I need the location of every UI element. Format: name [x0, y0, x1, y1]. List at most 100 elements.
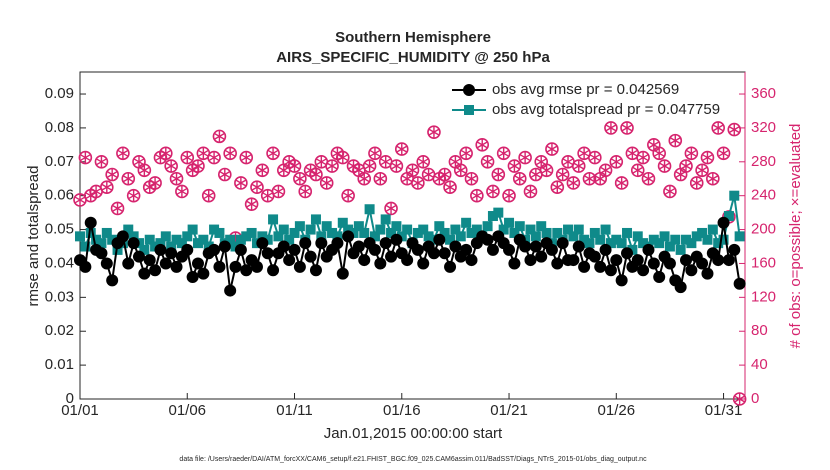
spread-point [487, 211, 498, 222]
spread-point [310, 214, 321, 225]
rmse-point [647, 257, 660, 270]
y2-tick-label: 160 [751, 254, 776, 271]
spread-point [664, 241, 675, 252]
rmse-point [631, 254, 644, 267]
spread-point [203, 241, 214, 252]
evaluated-point [461, 147, 472, 159]
rmse-point [358, 254, 371, 267]
evaluated-point [139, 164, 150, 176]
possible-point [582, 171, 597, 186]
possible-point [588, 150, 602, 165]
y2-tick-label: 320 [751, 119, 776, 136]
evaluated-point [262, 190, 273, 202]
possible-point [394, 142, 409, 156]
possible-point [250, 180, 264, 195]
spread-point [262, 234, 273, 245]
spread-point [332, 231, 343, 242]
spread-point [729, 190, 740, 201]
possible-point [496, 146, 511, 161]
rmse-point [401, 254, 414, 267]
spread-point [343, 224, 354, 235]
rmse-point [256, 237, 269, 250]
rmse-point [149, 264, 162, 277]
spread-point [364, 204, 375, 215]
spread-point [241, 231, 252, 242]
spread-point [439, 227, 450, 238]
spread-point [573, 224, 584, 235]
spread-point [337, 217, 348, 228]
evaluated-point [680, 160, 692, 172]
spread-point [579, 234, 590, 245]
y-tick-label: 0.09 [45, 85, 74, 102]
possible-point [427, 125, 441, 139]
spread-point [691, 231, 702, 242]
rmse-point [390, 233, 403, 246]
possible-point [620, 121, 634, 135]
possible-point [411, 176, 425, 190]
evaluated-point [632, 164, 643, 176]
spread-point [536, 221, 547, 232]
evaluated-point [257, 164, 268, 176]
x-tick-label: 01/01 [61, 402, 99, 419]
possible-point [652, 146, 666, 161]
rmse-point [261, 247, 274, 260]
rmse-point [186, 271, 199, 284]
spread-point [214, 227, 225, 238]
rmse-point [374, 257, 387, 270]
spread-point [128, 231, 139, 242]
legend-label: obs avg rmse pr = 0.042569 [492, 81, 679, 98]
possible-point [287, 159, 302, 173]
spread-point [455, 231, 466, 242]
evaluated-point [514, 173, 525, 185]
evaluated-point [654, 147, 665, 159]
evaluated-point [493, 169, 504, 181]
footnote: data file: /Users/raeder/DAI/ATM_forcXX/… [179, 456, 647, 463]
rmse-point [379, 237, 392, 250]
spread-point [713, 238, 724, 249]
rmse-point [127, 237, 140, 250]
spread-point [563, 224, 574, 235]
spread-point [359, 227, 370, 238]
possible-point [636, 150, 650, 165]
possible-point [470, 188, 484, 203]
rmse-point [599, 243, 612, 256]
y-tick-label: 0.07 [45, 153, 74, 170]
spread-point [654, 238, 665, 249]
y2-axis-label: # of obs: o=possible; ×=evaluated [787, 124, 804, 349]
spread-point [627, 244, 638, 255]
rmse-point [519, 240, 532, 253]
spread-point [123, 224, 134, 235]
spread-point [707, 224, 718, 235]
y-tick-label: 0.03 [45, 288, 74, 305]
evaluated-point [675, 169, 686, 181]
rmse-point [465, 254, 478, 267]
possible-point [555, 167, 570, 182]
rmse-point [95, 247, 108, 260]
evaluated-point [530, 169, 541, 181]
rmse-point [79, 260, 92, 273]
possible-point [266, 146, 280, 161]
possible-point [512, 171, 527, 186]
spread-point [723, 211, 734, 222]
spread-point [584, 238, 595, 249]
evaluated-point [391, 160, 402, 172]
spread-point [316, 231, 327, 242]
evaluated-point [686, 147, 697, 159]
spread-point [541, 227, 552, 238]
possible-point [657, 159, 672, 173]
evaluated-point [208, 152, 220, 164]
possible-point [443, 180, 457, 195]
rmse-point [208, 243, 221, 256]
spread-point [294, 221, 305, 232]
spread-point [600, 224, 611, 235]
evaluated-point [80, 152, 91, 164]
rmse-point [132, 250, 145, 263]
evaluated-point [466, 173, 477, 185]
y2-tick-label: 200 [751, 221, 776, 238]
possible-point [137, 163, 152, 178]
rmse-point [621, 247, 634, 260]
legend-marker [464, 105, 474, 115]
rmse-point [712, 254, 725, 267]
possible-point [148, 176, 162, 190]
rmse-point [106, 274, 119, 287]
